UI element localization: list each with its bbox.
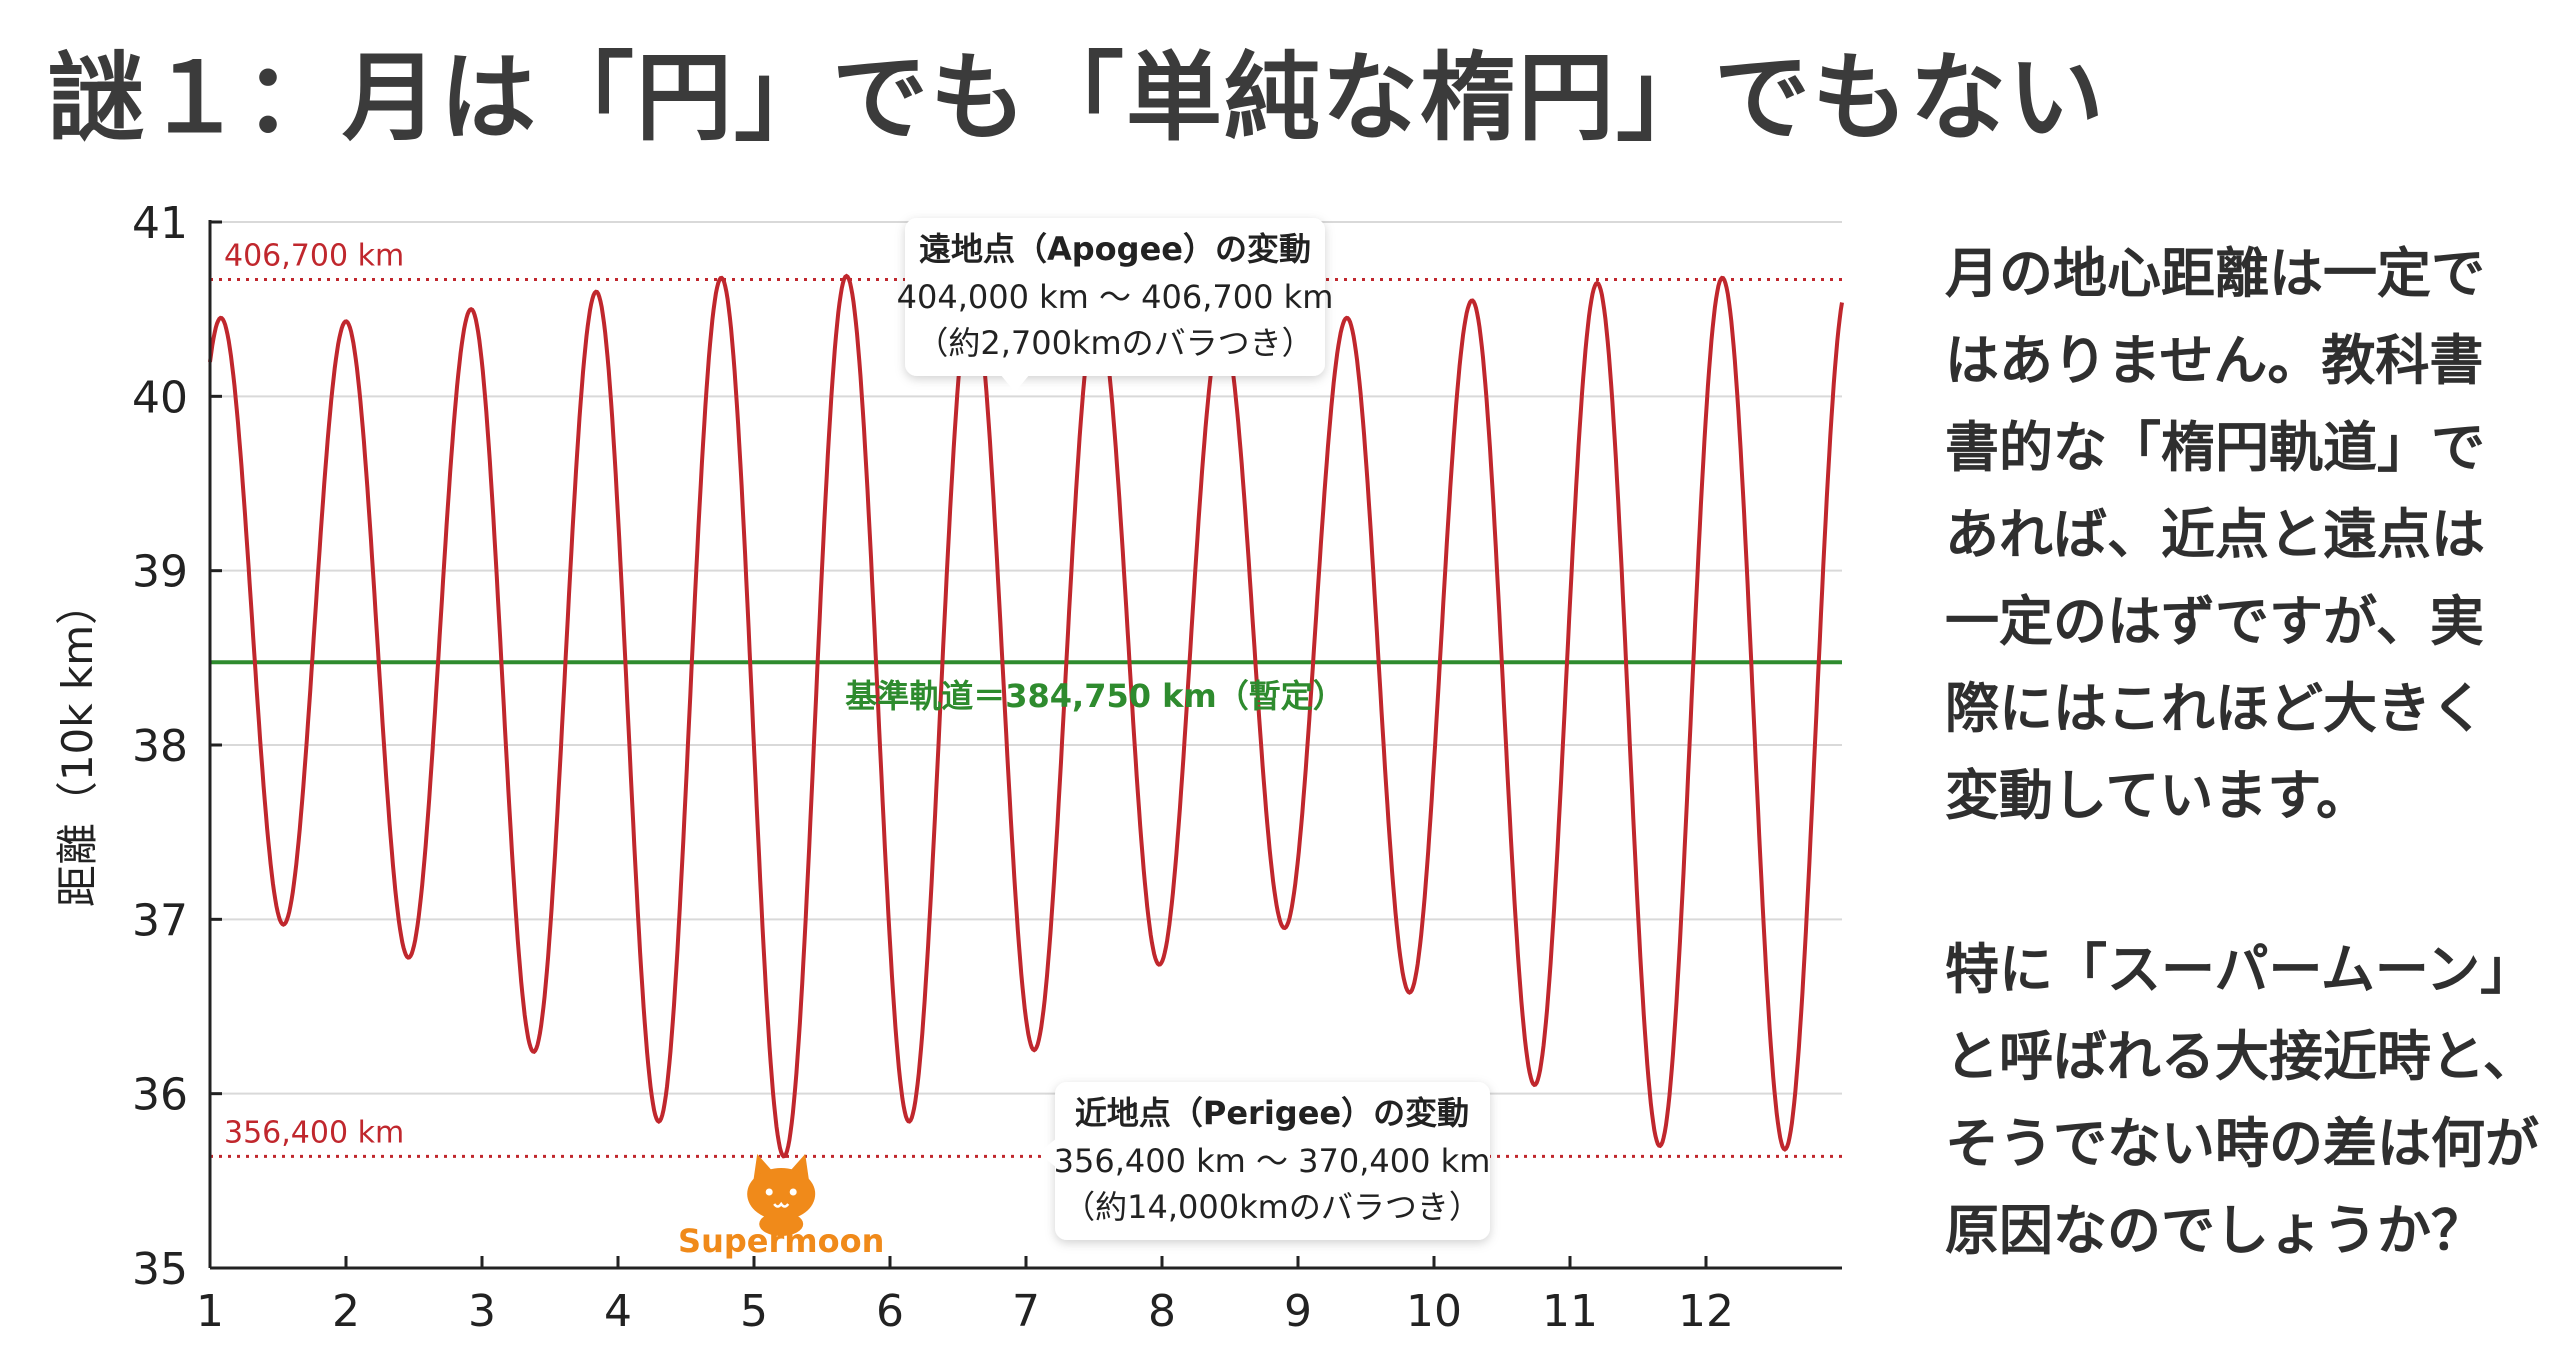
x-tick-label: 5 bbox=[740, 1286, 768, 1337]
page-title: 謎１：月は「円」でも「単純な楕円」でもない bbox=[48, 42, 2106, 154]
apogee-annotation: 遠地点（Apogee）の変動 404,000 km 〜 406,700 km （… bbox=[897, 218, 1334, 392]
supermoon-label: Supermoon bbox=[678, 1222, 884, 1260]
distance-curve bbox=[208, 273, 1844, 1159]
x-tick-label: 1 bbox=[196, 1286, 224, 1337]
apogee-annotation-box bbox=[905, 218, 1325, 376]
y-tick-label: 38 bbox=[132, 721, 188, 772]
x-tick-label: 3 bbox=[468, 1286, 496, 1337]
x-tick-label: 2 bbox=[332, 1286, 360, 1337]
perigee-annotation: 近地点（Perigee）の変動 356,400 km 〜 370,400 km … bbox=[1038, 1082, 1490, 1240]
max-line-label: 406,700 km bbox=[224, 239, 404, 274]
x-tick-label: 7 bbox=[1012, 1286, 1040, 1337]
y-tick-label: 39 bbox=[132, 547, 188, 598]
explanation-paragraph-1: 月の地心距離は一定で はありません。教科書 書的な「楕円軌道」で あれば、近点と… bbox=[1945, 242, 2485, 827]
min-line-label: 356,400 km bbox=[224, 1115, 404, 1150]
apogee-annotation-title: 遠地点（Apogee）の変動 bbox=[919, 230, 1311, 268]
x-tick-label: 9 bbox=[1284, 1286, 1312, 1337]
reference-line-label: 基準軌道＝384,750 km（暫定） bbox=[845, 677, 1345, 715]
x-tick-label: 10 bbox=[1406, 1286, 1462, 1337]
apogee-annotation-spread: （約2,700kmのバラつき） bbox=[916, 324, 1313, 362]
perigee-annotation-spread: （約14,000kmのバラつき） bbox=[1063, 1188, 1481, 1226]
y-axis-title: 距離（10k km） bbox=[53, 583, 102, 907]
perigee-annotation-pointer bbox=[1038, 1138, 1057, 1168]
supermoon-marker: Supermoon bbox=[678, 1154, 884, 1260]
explanation-paragraph-2: 特に「スーパームーン」 と呼ばれる大接近時と、 そうでない時の差は何が 原因なの… bbox=[1945, 938, 2539, 1262]
cat-icon bbox=[747, 1154, 816, 1236]
x-tick-label: 11 bbox=[1542, 1286, 1598, 1337]
apogee-annotation-range: 404,000 km 〜 406,700 km bbox=[897, 278, 1334, 316]
x-tick-label: 6 bbox=[876, 1286, 904, 1337]
x-tick-label: 4 bbox=[604, 1286, 632, 1337]
x-tick-label: 12 bbox=[1678, 1286, 1734, 1337]
perigee-annotation-title: 近地点（Perigee）の変動 bbox=[1075, 1094, 1469, 1132]
y-tick-label: 41 bbox=[132, 198, 188, 249]
perigee-annotation-box bbox=[1055, 1082, 1490, 1240]
perigee-annotation-range: 356,400 km 〜 370,400 km bbox=[1054, 1142, 1491, 1180]
y-tick-label: 37 bbox=[132, 895, 188, 946]
apogee-annotation-pointer bbox=[1000, 374, 1030, 392]
explanation-text: 月の地心距離は一定で はありません。教科書 書的な「楕円軌道」で あれば、近点と… bbox=[1945, 230, 2545, 1274]
y-tick-label: 40 bbox=[132, 372, 188, 423]
y-tick-label: 36 bbox=[132, 1070, 188, 1121]
y-tick-label: 35 bbox=[132, 1244, 188, 1295]
x-tick-label: 8 bbox=[1148, 1286, 1176, 1337]
